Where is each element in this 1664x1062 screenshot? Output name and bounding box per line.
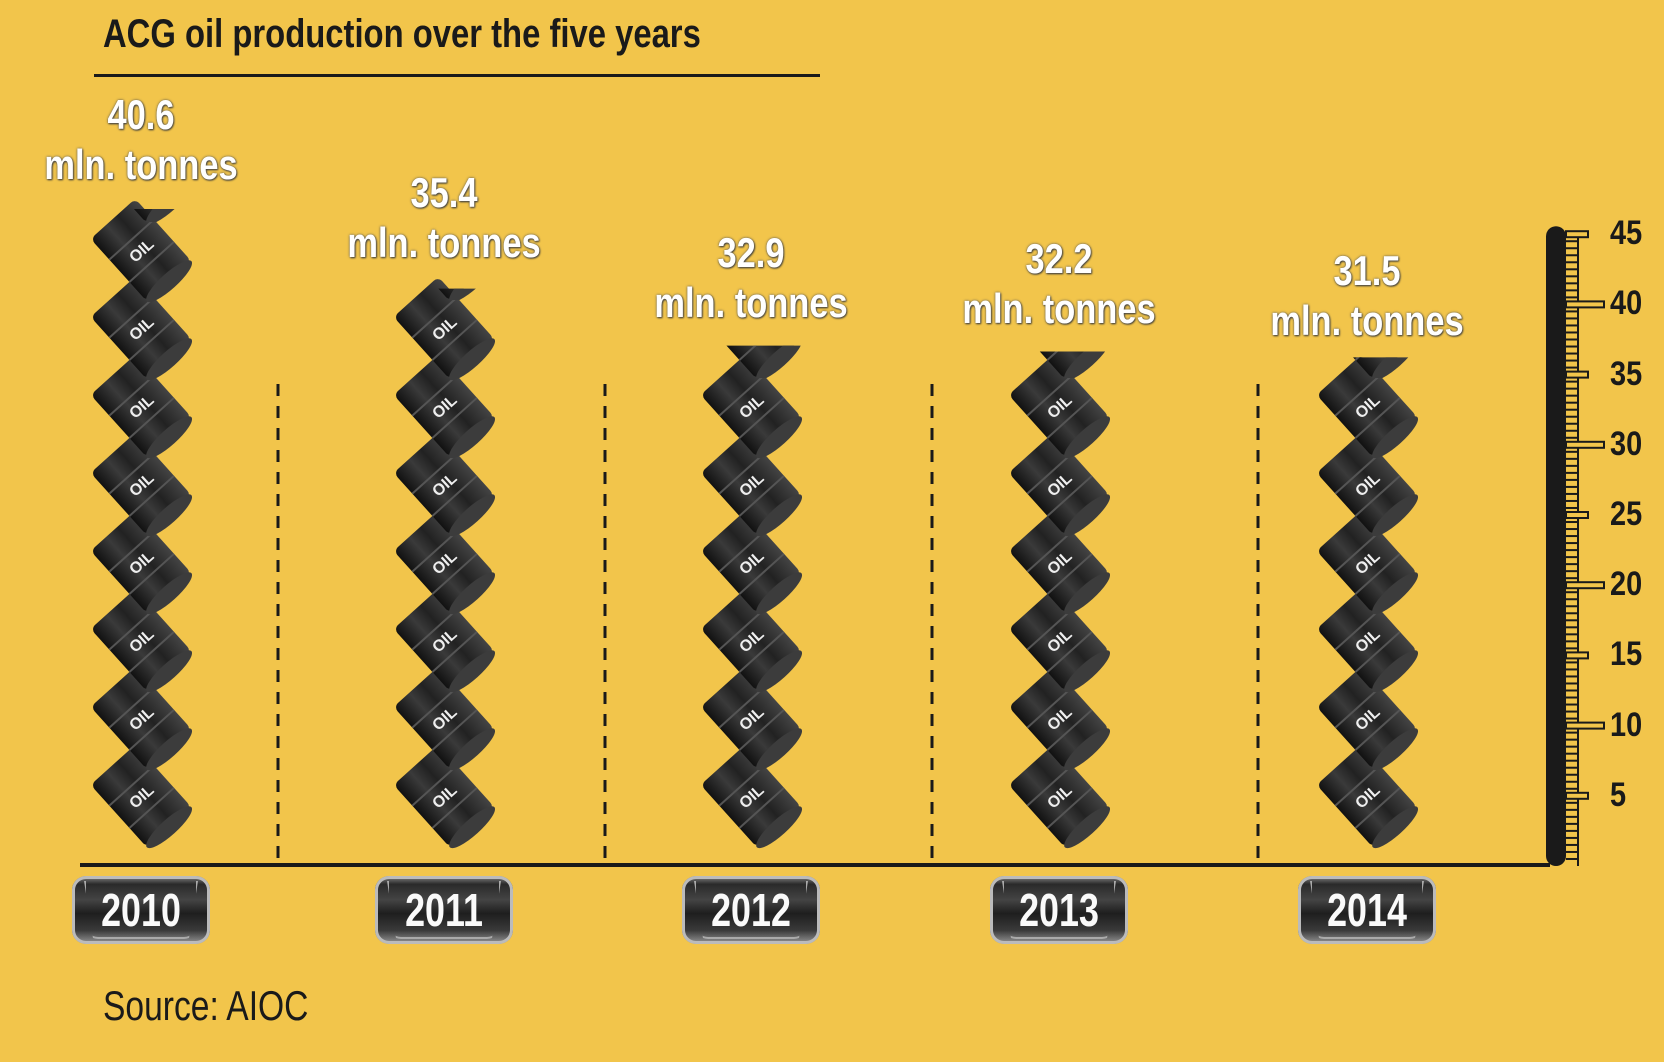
y-axis-ruler	[1546, 226, 1605, 866]
y-tick-label: 10	[1610, 705, 1643, 744]
year-badge-2010: 2010	[72, 876, 210, 944]
oil-barrel: OIL	[392, 275, 501, 387]
oil-barrel: OIL	[1315, 587, 1424, 699]
ruler-bar	[1546, 226, 1566, 866]
oil-barrel: OIL	[699, 665, 808, 777]
oil-barrel: OIL	[1007, 743, 1116, 855]
year-badge-2012: 2012	[682, 876, 820, 944]
oil-barrel: OIL	[1315, 665, 1424, 777]
value-unit: mln. tonnes	[962, 284, 1156, 332]
oil-barrel: OIL	[699, 509, 808, 621]
oil-barrel: OIL	[1007, 353, 1116, 465]
value-unit: mln. tonnes	[1270, 297, 1464, 344]
value-unit: mln. tonnes	[44, 141, 238, 188]
oil-barrel: OIL	[1315, 431, 1424, 543]
oil-barrel: OIL	[699, 431, 808, 543]
ruler-major-tick	[1565, 721, 1605, 730]
oil-barrel: OIL	[699, 587, 808, 699]
oil-barrel: OIL	[89, 197, 198, 309]
year-label: 2012	[711, 884, 791, 936]
year-label: 2014	[1327, 884, 1407, 936]
y-tick-label: 20	[1610, 565, 1643, 604]
oil-barrel: OIL	[1007, 587, 1116, 699]
oil-barrel: OIL	[699, 353, 808, 465]
ruler-major-tick	[1565, 230, 1589, 239]
ruler-major-tick	[1565, 651, 1589, 660]
ruler-major-tick	[1565, 791, 1589, 800]
value-label-2013: 32.2 mln. tonnes	[909, 234, 1209, 334]
oil-barrel: OIL	[1315, 353, 1424, 465]
oil-barrel: OIL	[392, 431, 501, 543]
oil-barrel: OIL	[392, 353, 501, 465]
oil-barrel: OIL	[1315, 743, 1424, 855]
year-label: 2013	[1019, 884, 1099, 936]
value-number: 31.5	[1333, 247, 1401, 294]
year-badge-2011: 2011	[375, 876, 513, 944]
oil-barrel: OIL	[392, 743, 501, 855]
value-number: 35.4	[410, 169, 478, 216]
oil-barrel: OIL	[699, 743, 808, 855]
value-label-2011: 35.4 mln. tonnes	[294, 168, 594, 268]
value-unit: mln. tonnes	[347, 219, 541, 266]
oil-barrel: OIL	[1007, 665, 1116, 777]
oil-barrel: OIL	[89, 353, 198, 465]
oil-barrel: OIL	[1007, 509, 1116, 621]
oil-barrel: OIL	[89, 509, 198, 621]
ruler-major-tick	[1565, 511, 1589, 519]
value-number: 40.6	[107, 91, 175, 138]
y-tick-label: 30	[1610, 424, 1643, 463]
chart-title: ACG oil production over the five years	[103, 12, 701, 56]
title-underline	[94, 74, 820, 77]
value-label-2010: 40.6 mln. tonnes	[0, 90, 291, 190]
ruler-major-tick	[1565, 370, 1589, 379]
year-label: 2010	[101, 884, 181, 936]
year-badge-2014: 2014	[1298, 876, 1436, 944]
oil-barrel: OIL	[89, 665, 198, 777]
oil-barrel: OIL	[89, 431, 198, 543]
y-tick-label: 35	[1610, 354, 1643, 393]
y-tick-label: 15	[1610, 635, 1643, 674]
source-note: Source: AIOC	[103, 982, 309, 1029]
oil-barrel: OIL	[89, 587, 198, 699]
oil-barrel: OIL	[392, 587, 501, 699]
value-number: 32.2	[1025, 234, 1093, 282]
value-label-2012: 32.9 mln. tonnes	[601, 228, 901, 328]
ruler-major-tick	[1565, 300, 1605, 309]
y-tick-label: 25	[1610, 495, 1643, 533]
year-badge-2013: 2013	[990, 876, 1128, 944]
y-tick-label: 5	[1610, 775, 1627, 814]
value-number: 32.9	[717, 228, 785, 276]
y-tick-label: 40	[1610, 284, 1643, 323]
value-label-2014: 31.5 mln. tonnes	[1217, 246, 1517, 346]
value-unit: mln. tonnes	[654, 278, 848, 326]
oil-barrel: OIL	[392, 665, 501, 777]
ruler-major-tick	[1565, 581, 1605, 590]
oil-barrel: OIL	[89, 743, 198, 855]
oil-barrel: OIL	[89, 275, 198, 387]
year-label: 2011	[405, 884, 483, 936]
oil-barrel: OIL	[392, 509, 501, 621]
ruler-major-tick	[1565, 440, 1605, 449]
y-tick-label: 45	[1610, 214, 1643, 253]
oil-barrel: OIL	[1007, 431, 1116, 543]
oil-barrel: OIL	[1315, 509, 1424, 621]
